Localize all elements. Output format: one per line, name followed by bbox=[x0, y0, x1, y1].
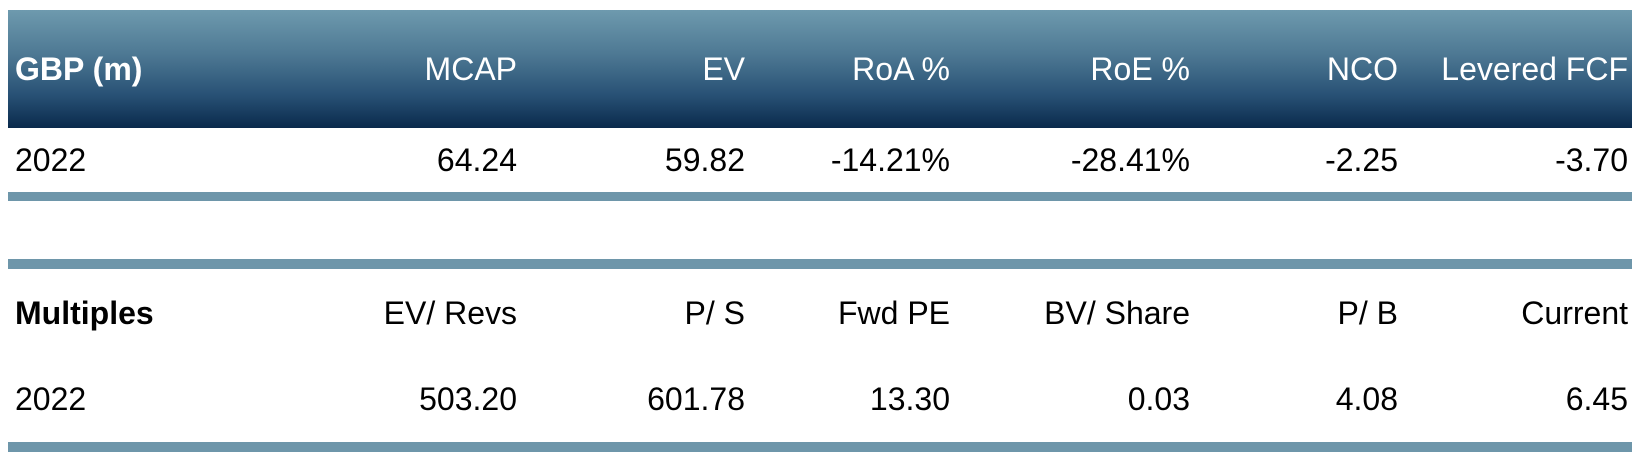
value-nco: -2.25 bbox=[1325, 142, 1398, 178]
row-label-year: 2022 bbox=[15, 142, 87, 178]
value-ev: 59.82 bbox=[664, 142, 745, 178]
column-header-fwd-pe: Fwd PE bbox=[837, 294, 950, 331]
column-header-levered-fcf: Levered FCF bbox=[1441, 51, 1628, 87]
divider-bar bbox=[8, 259, 1632, 269]
section-gap bbox=[8, 201, 1632, 259]
column-header-mcap: MCAP bbox=[424, 51, 517, 87]
table-row: 2022 503.20 601.78 13.30 0.03 4.08 6.45 bbox=[8, 356, 1632, 442]
value-ps: 601.78 bbox=[647, 381, 745, 417]
column-header-ev-revs: EV/ Revs bbox=[383, 294, 517, 331]
multiples-table-title: Multiples bbox=[15, 294, 154, 331]
value-fwd-pe: 13.30 bbox=[869, 381, 950, 417]
value-roa: -14.21% bbox=[830, 142, 950, 178]
column-header-nco: NCO bbox=[1326, 51, 1398, 87]
value-current: 6.45 bbox=[1565, 381, 1628, 417]
column-header-roa: RoA % bbox=[852, 51, 950, 87]
divider-bar bbox=[8, 192, 1632, 201]
value-bv-share: 0.03 bbox=[1127, 381, 1190, 417]
value-levered-fcf: -3.70 bbox=[1555, 142, 1628, 178]
financials-header-row: GBP (m) MCAP EV RoA % RoE % NCO Levered … bbox=[8, 10, 1632, 128]
financials-table-title: GBP (m) bbox=[15, 51, 143, 87]
value-ev-revs: 503.20 bbox=[419, 381, 517, 417]
column-header-roe: RoE % bbox=[1090, 51, 1190, 87]
multiples-table: Multiples EV/ Revs P/ S Fwd PE BV/ Share… bbox=[8, 259, 1632, 452]
multiples-header-row: Multiples EV/ Revs P/ S Fwd PE BV/ Share… bbox=[8, 269, 1632, 356]
value-roe: -28.41% bbox=[1070, 142, 1190, 178]
value-mcap: 64.24 bbox=[436, 142, 517, 178]
column-header-ps: P/ S bbox=[684, 294, 745, 331]
divider-bar bbox=[8, 442, 1632, 452]
row-label-year: 2022 bbox=[15, 381, 87, 417]
value-pb: 4.08 bbox=[1335, 381, 1398, 417]
financials-table: GBP (m) MCAP EV RoA % RoE % NCO Levered … bbox=[8, 10, 1632, 201]
table-row: 2022 64.24 59.82 -14.21% -28.41% -2.25 -… bbox=[8, 128, 1632, 192]
column-header-bv-share: BV/ Share bbox=[1044, 294, 1190, 331]
column-header-pb: P/ B bbox=[1337, 294, 1398, 331]
column-header-current: Current bbox=[1521, 294, 1628, 331]
column-header-ev: EV bbox=[702, 51, 745, 87]
